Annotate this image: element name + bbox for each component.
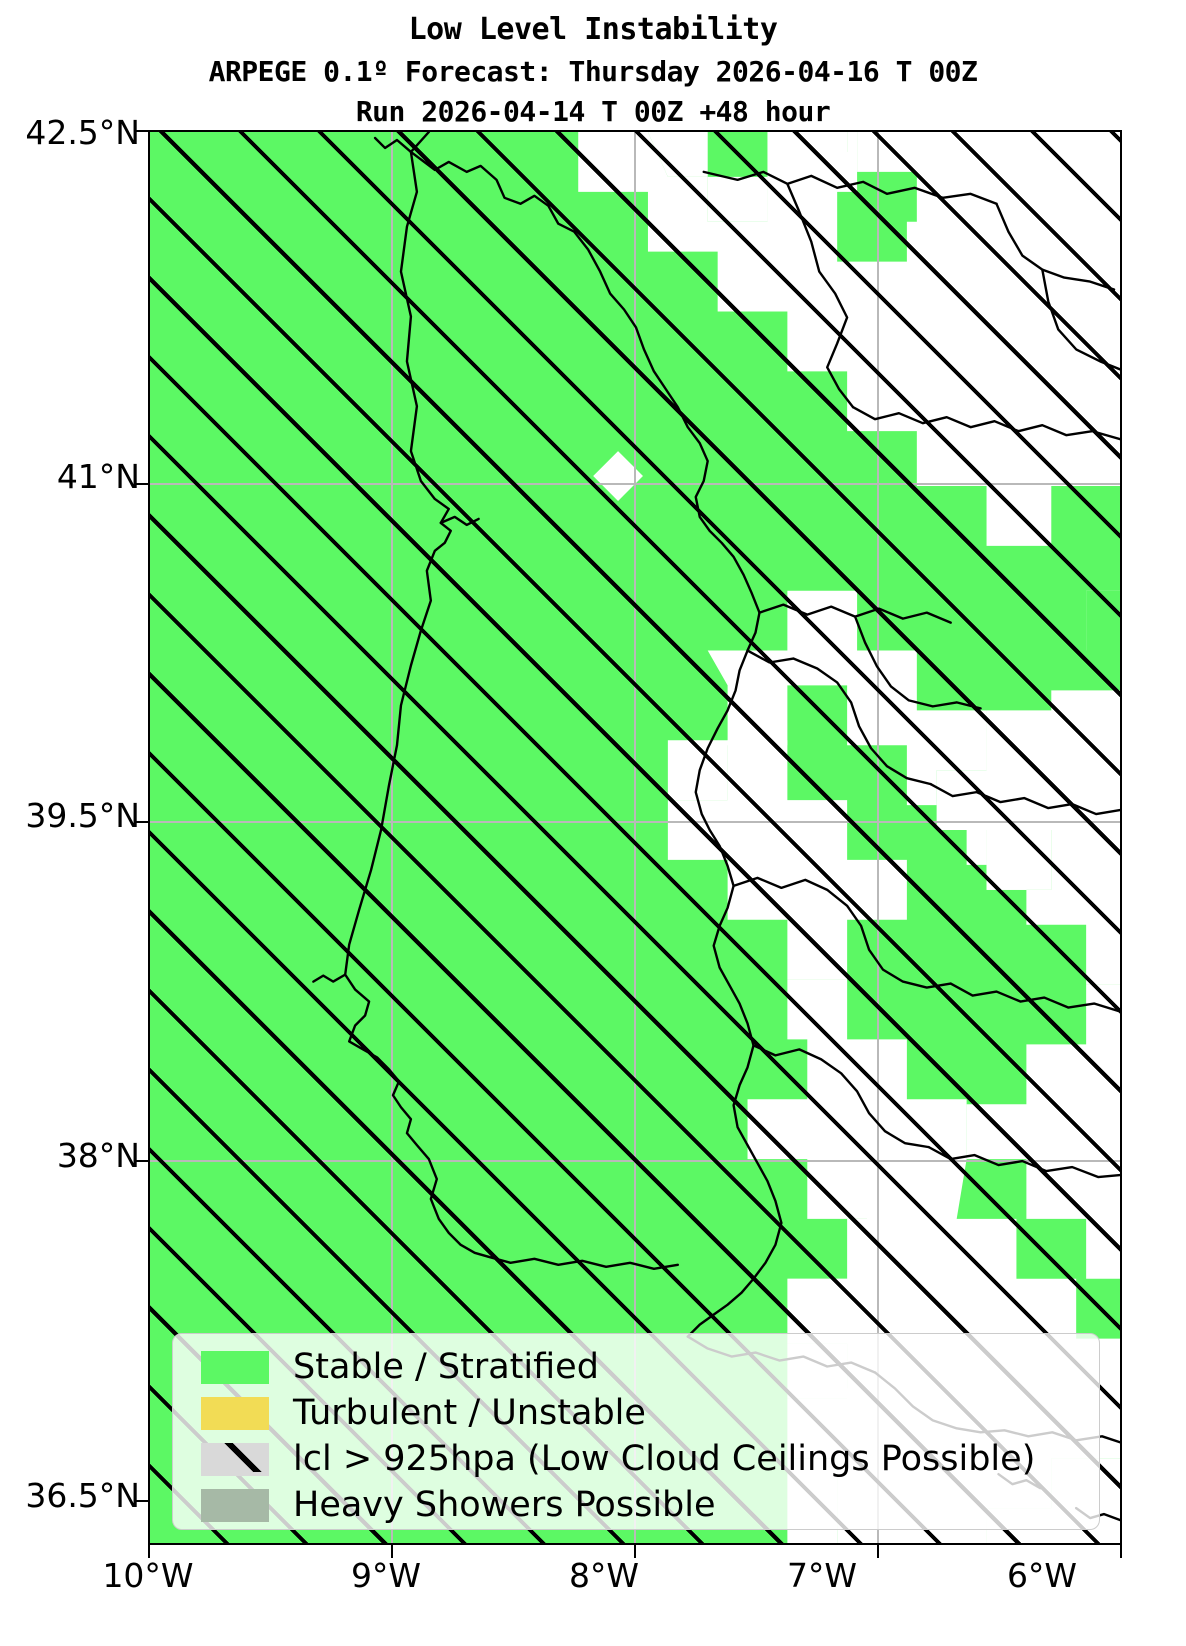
xtick-mark-0 xyxy=(148,1545,150,1558)
title-block: Low Level Instability ARPEGE 0.1º Foreca… xyxy=(0,0,1186,132)
hatch-line-icon xyxy=(201,1442,269,1473)
legend-label-showers: Heavy Showers Possible xyxy=(293,1485,716,1525)
legend-swatch-stable xyxy=(201,1350,269,1384)
forecast-map[interactable] xyxy=(148,130,1122,1545)
ytick-mark-2 xyxy=(135,821,148,823)
forecast-subtitle: ARPEGE 0.1º Forecast: Thursday 2026-04-1… xyxy=(208,55,978,88)
ytick-label-3: 38°N xyxy=(56,1136,140,1175)
xtick-label-1: 9°W xyxy=(350,1556,422,1595)
legend-item-stable[interactable]: Stable / Stratified xyxy=(201,1344,1099,1390)
legend-item-turbulent[interactable]: Turbulent / Unstable xyxy=(201,1390,1099,1436)
xtick-label-3: 7°W xyxy=(786,1556,858,1595)
legend-swatch-turbulent xyxy=(201,1396,269,1430)
legend-swatch-showers xyxy=(201,1488,269,1522)
legend-label-turbulent: Turbulent / Unstable xyxy=(293,1393,646,1433)
run-subtitle: Run 2026-04-14 T 00Z +48 hour xyxy=(355,95,831,128)
ytick-mark-0 xyxy=(135,130,148,132)
xtick-mark-3 xyxy=(877,1545,879,1558)
xtick-mark-2 xyxy=(634,1545,636,1558)
ytick-label-2: 39.5°N xyxy=(25,796,140,835)
legend-swatch-lcl xyxy=(201,1442,269,1476)
legend-item-showers[interactable]: Heavy Showers Possible xyxy=(201,1482,1099,1528)
xtick-mark-4 xyxy=(1120,1545,1122,1558)
ytick-label-1: 41°N xyxy=(56,457,140,496)
legend-item-lcl[interactable]: lcl > 925hpa (Low Cloud Ceilings Possibl… xyxy=(201,1436,1099,1482)
legend-label-lcl: lcl > 925hpa (Low Cloud Ceilings Possibl… xyxy=(293,1439,1036,1479)
map-legend[interactable]: Stable / Stratified Turbulent / Unstable… xyxy=(172,1333,1100,1530)
xtick-label-2: 8°W xyxy=(568,1556,640,1595)
xtick-label-4: 6°W xyxy=(1006,1556,1078,1595)
xtick-label-0: 10°W xyxy=(102,1556,194,1595)
coastline-and-borders xyxy=(150,132,1120,1543)
xtick-mark-1 xyxy=(391,1545,393,1558)
ytick-mark-1 xyxy=(135,483,148,485)
legend-label-stable: Stable / Stratified xyxy=(293,1347,599,1387)
page-title: Low Level Instability xyxy=(408,12,778,47)
ytick-label-0: 42.5°N xyxy=(25,113,140,152)
ytick-label-4: 36.5°N xyxy=(25,1476,140,1515)
ytick-mark-3 xyxy=(135,1160,148,1162)
ytick-mark-4 xyxy=(135,1500,148,1502)
